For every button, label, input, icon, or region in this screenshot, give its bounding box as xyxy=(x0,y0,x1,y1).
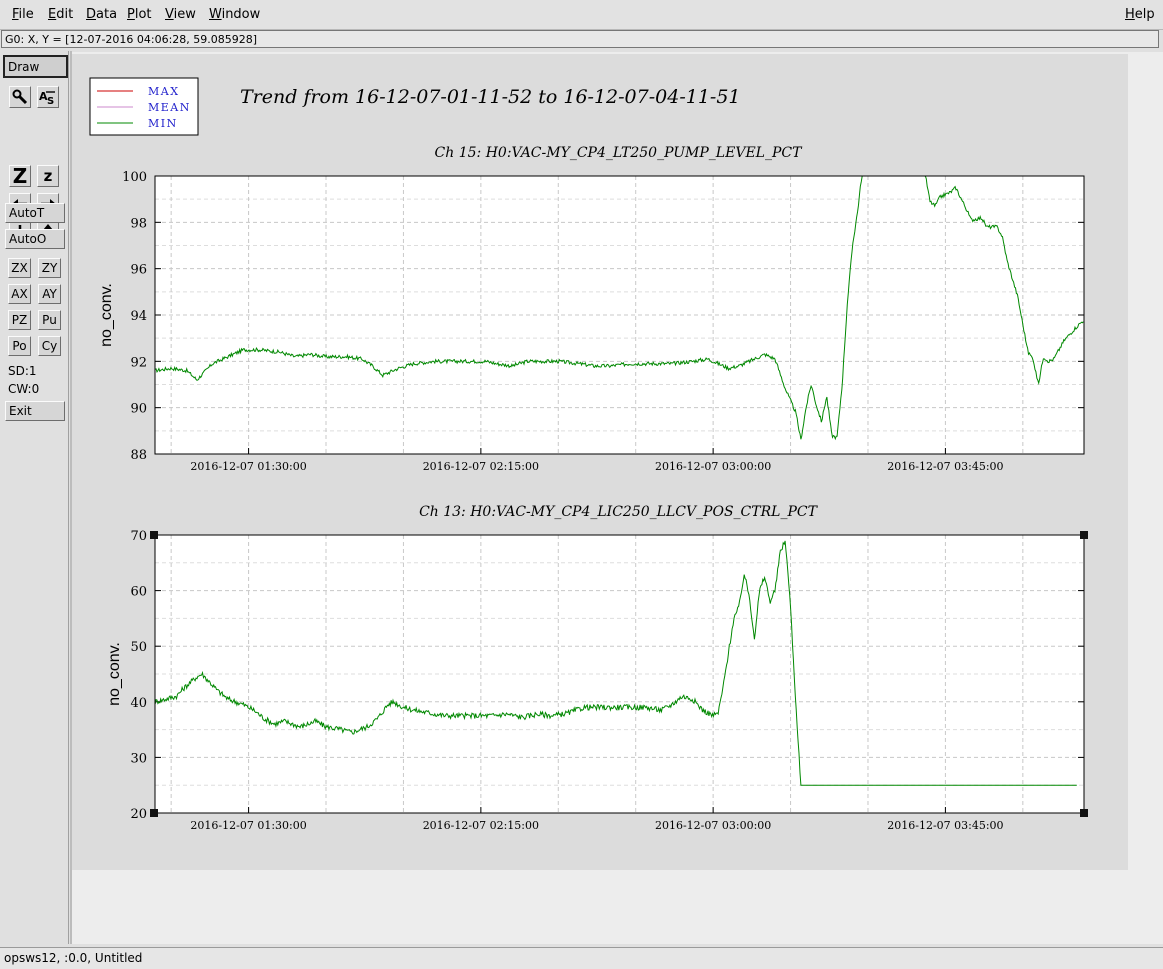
y-tick-label: 96 xyxy=(130,263,147,278)
y-tick-label: 30 xyxy=(130,751,147,766)
x-tick-label: 2016-12-07 03:45:00 xyxy=(887,819,1003,832)
panel-2-y-axis-label: no_conv. xyxy=(106,642,123,706)
legend-label-max: MAX xyxy=(148,85,180,98)
sd-label: SD:1 xyxy=(8,364,37,378)
menu-bar: File Edit Data Plot View Window Help xyxy=(0,0,1163,30)
panel-2-title: Ch 13: H0:VAC-MY_CP4_LIC250_LLCV_POS_CTR… xyxy=(419,504,819,520)
x-tick-label: 2016-12-07 02:15:00 xyxy=(423,819,539,832)
panel-1-title: Ch 15: H0:VAC-MY_CP4_LT250_PUMP_LEVEL_PC… xyxy=(435,145,804,161)
menu-help[interactable]: Help xyxy=(1125,7,1155,22)
y-tick-label: 100 xyxy=(122,170,147,185)
panel-2-series-line xyxy=(154,540,1077,786)
menu-file[interactable]: File xyxy=(12,7,34,22)
menu-data-rest: ata xyxy=(96,7,118,22)
panel-2-x-tick-labels: 2016-12-07 01:30:00 2016-12-07 02:15:00 20… xyxy=(190,819,1003,832)
menu-data[interactable]: Data xyxy=(86,7,117,22)
draw-button[interactable]: Draw xyxy=(3,55,68,78)
x-tick-label: 2016-12-07 02:15:00 xyxy=(423,460,539,473)
y-tick-label: 40 xyxy=(130,696,147,711)
panel-1-series-line xyxy=(155,175,1084,441)
panel-1-x-tick-labels: 2016-12-07 01:30:00 2016-12-07 02:15:00 20… xyxy=(190,460,1003,473)
x-tick-label: 2016-12-07 01:30:00 xyxy=(190,819,306,832)
panel-2: Ch 13: H0:VAC-MY_CP4_LIC250_LLCV_POS_CTR… xyxy=(106,504,1088,832)
menu-plot-mnemonic: P xyxy=(127,7,135,22)
cy-button[interactable]: Cy xyxy=(38,336,61,356)
x-tick-label: 2016-12-07 03:45:00 xyxy=(887,460,1003,473)
legend-label-min: MIN xyxy=(148,117,178,130)
pz-button[interactable]: PZ xyxy=(8,310,31,330)
y-tick-label: 98 xyxy=(130,216,147,231)
magnifier-button[interactable] xyxy=(9,86,31,108)
main-title: Trend from 16-12-07-01-11-52 to 16-12-07… xyxy=(240,86,741,108)
menu-edit-rest: dit xyxy=(56,7,74,22)
selection-handle-tr[interactable] xyxy=(1080,531,1088,539)
menu-help-rest: elp xyxy=(1134,7,1155,22)
ax-button[interactable]: AX xyxy=(8,284,31,304)
svg-text:A: A xyxy=(39,90,48,103)
x-tick-label: 2016-12-07 03:00:00 xyxy=(655,460,771,473)
menu-plot[interactable]: Plot xyxy=(127,7,152,22)
selection-handle-bl[interactable] xyxy=(150,809,158,817)
menu-file-mnemonic: F xyxy=(12,7,19,22)
selection-handle-tl[interactable] xyxy=(150,531,158,539)
y-tick-label: 70 xyxy=(130,529,147,544)
ay-button[interactable]: AY xyxy=(38,284,61,304)
trend-chart[interactable]: MAX MEAN MIN Trend from 16-12-07-01-11-5… xyxy=(0,0,1163,946)
menu-view-rest: iew xyxy=(173,7,196,22)
zoom-in-button[interactable]: Z xyxy=(9,164,31,188)
legend-label-mean: MEAN xyxy=(148,101,191,114)
zx-button[interactable]: ZX xyxy=(8,258,31,278)
panel-2-y-tick-labels: 20 30 40 50 60 70 xyxy=(130,529,147,822)
menu-help-mnemonic: H xyxy=(1125,7,1135,22)
auto-o-button[interactable]: AutoO xyxy=(5,229,65,249)
y-tick-label: 88 xyxy=(130,448,147,463)
y-tick-label: 90 xyxy=(130,402,147,417)
menu-view[interactable]: View xyxy=(165,7,196,22)
exit-button[interactable]: Exit xyxy=(5,401,65,421)
menu-window-mnemonic: W xyxy=(209,7,222,22)
panel-1: Ch 15: H0:VAC-MY_CP4_LT250_PUMP_LEVEL_PC… xyxy=(98,145,1085,473)
zy-button[interactable]: ZY xyxy=(38,258,61,278)
status-bar: opsws12, :0.0, Untitled xyxy=(0,947,1163,969)
panel-2-grid xyxy=(155,535,1084,813)
menu-view-mnemonic: V xyxy=(165,7,174,22)
legend: MAX MEAN MIN xyxy=(89,77,199,136)
y-tick-label: 94 xyxy=(130,309,147,324)
menu-file-rest: ile xyxy=(18,7,34,22)
y-tick-label: 92 xyxy=(130,355,147,370)
cw-label: CW:0 xyxy=(8,382,40,396)
coordinate-readout: G0: X, Y = [12-07-2016 04:06:28, 59.0859… xyxy=(1,30,1159,48)
menu-edit[interactable]: Edit xyxy=(48,7,73,22)
x-tick-label: 2016-12-07 03:00:00 xyxy=(655,819,771,832)
pu-button[interactable]: Pu xyxy=(38,310,61,330)
y-tick-label: 20 xyxy=(130,807,147,822)
zoom-out-button[interactable]: z xyxy=(37,165,59,187)
menu-data-mnemonic: D xyxy=(86,7,97,22)
zoom-out-icon: z xyxy=(43,167,53,185)
menu-window[interactable]: Window xyxy=(209,7,260,22)
panel-1-y-axis-label: no_conv. xyxy=(98,283,115,347)
x-tick-label: 2016-12-07 01:30:00 xyxy=(190,460,306,473)
svg-text:S: S xyxy=(47,96,54,105)
menu-window-rest: indow xyxy=(221,7,261,22)
panel-1-frame xyxy=(154,175,1085,455)
selection-handle-br[interactable] xyxy=(1080,809,1088,817)
panel-1-y-tick-labels: 88 90 92 94 96 98 100 xyxy=(122,170,147,463)
magnifier-icon xyxy=(12,89,28,105)
panel-2-frame xyxy=(154,534,1085,814)
y-tick-label: 50 xyxy=(130,640,147,655)
auto-t-button[interactable]: AutoT xyxy=(5,203,65,223)
y-tick-label: 60 xyxy=(130,585,147,600)
menu-plot-rest: lot xyxy=(134,7,152,22)
zoom-in-icon: Z xyxy=(12,164,28,188)
panel-1-grid xyxy=(155,176,1084,454)
menu-edit-mnemonic: E xyxy=(48,7,57,22)
po-button[interactable]: Po xyxy=(8,336,31,356)
toolbar-separator xyxy=(70,51,72,944)
